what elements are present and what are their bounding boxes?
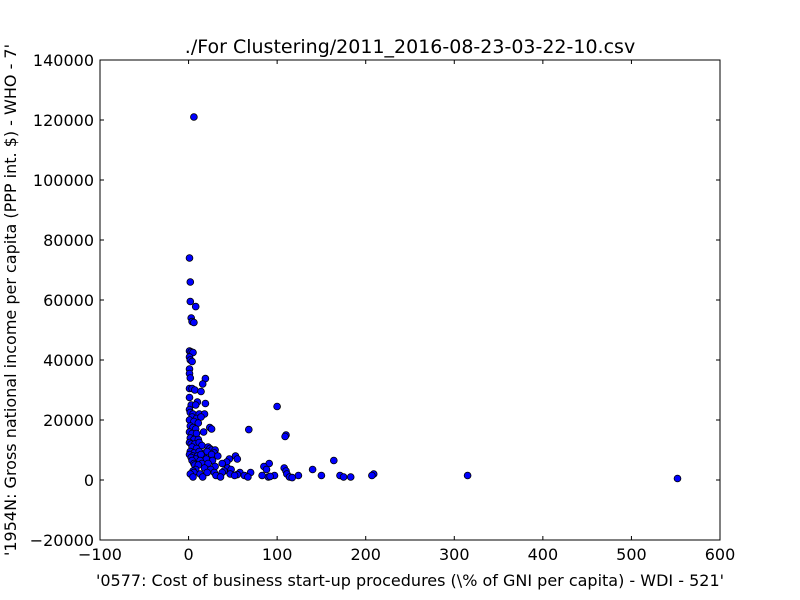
data-point [339, 473, 348, 481]
data-point [190, 318, 198, 327]
data-point [216, 473, 225, 481]
data-point [201, 399, 210, 408]
data-point [218, 459, 227, 468]
x-tick-label: 200 [350, 545, 381, 564]
data-point [199, 428, 208, 436]
data-point [230, 471, 239, 480]
chart-title: ./For Clustering/2011_2016-08-23-03-22-1… [185, 36, 635, 58]
y-tick-label: 40000 [43, 351, 94, 370]
plot-frame [99, 59, 721, 541]
data-point [186, 374, 195, 382]
x-tick-label: 0 [183, 545, 193, 564]
x-tick-label: 100 [262, 545, 293, 564]
y-tick-label: 100000 [33, 171, 94, 190]
data-point [197, 387, 205, 396]
data-point [185, 393, 194, 402]
data-point [191, 386, 199, 394]
y-axis-label: '1954N: Gross national income per capita… [1, 44, 20, 556]
points-layer [185, 113, 682, 483]
data-point [258, 471, 266, 480]
x-tick-label: 500 [616, 545, 647, 564]
data-point [463, 471, 472, 480]
y-tick-label: 60000 [43, 291, 94, 310]
data-point [233, 455, 242, 463]
data-point [245, 425, 253, 434]
y-tick-label: 140000 [33, 51, 94, 70]
data-point [368, 471, 376, 480]
y-tick-label: 0 [84, 471, 94, 490]
data-point [186, 297, 195, 306]
data-point [317, 471, 326, 480]
ticks-layer: −100 0 100 200 300 400 500 600 −20000 0 20000 40000… [30, 51, 736, 564]
x-tick-label: 600 [705, 545, 736, 564]
data-point [273, 402, 281, 411]
data-point [189, 473, 197, 481]
data-point [266, 472, 274, 481]
data-point [281, 432, 289, 441]
data-point [673, 474, 682, 483]
data-point [346, 473, 355, 481]
data-point [214, 452, 222, 460]
y-tick-label: 80000 [43, 231, 94, 250]
x-axis-label: '0577: Cost of business start-up procedu… [96, 571, 724, 590]
data-point [244, 473, 252, 481]
data-point [190, 113, 198, 121]
x-tick-label: 300 [439, 545, 470, 564]
data-point [294, 471, 303, 480]
data-point [198, 473, 207, 481]
data-point [308, 465, 317, 474]
data-point [198, 380, 207, 388]
data-point [329, 456, 338, 465]
y-tick-label: −20000 [30, 531, 94, 550]
x-tick-label: 400 [528, 545, 559, 564]
data-point [185, 254, 194, 262]
data-point [207, 425, 216, 433]
y-tick-label: 20000 [43, 411, 94, 430]
y-tick-label: 120000 [33, 111, 94, 130]
data-point [186, 278, 195, 286]
x-tick-label: −100 [78, 545, 122, 564]
data-point [188, 357, 196, 366]
data-point [262, 465, 271, 474]
data-point [191, 302, 200, 311]
data-point [191, 401, 200, 409]
data-point [288, 473, 297, 482]
